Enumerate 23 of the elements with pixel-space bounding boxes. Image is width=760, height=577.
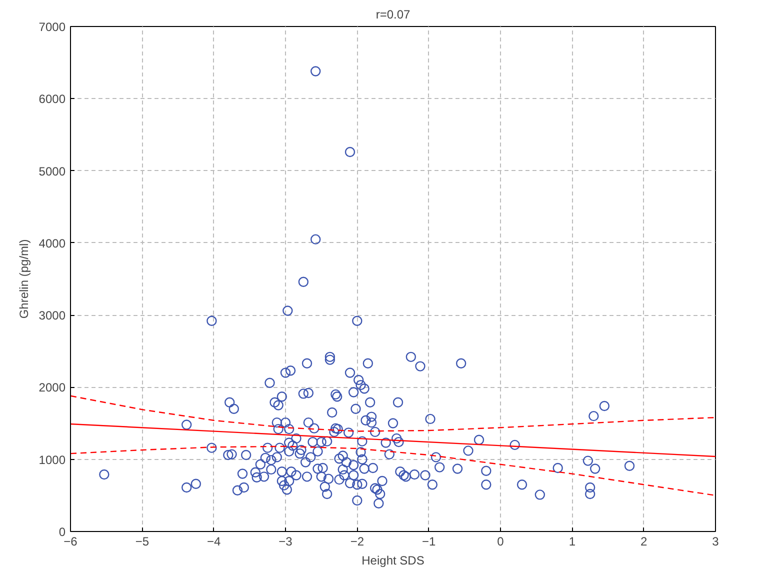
x-tick-label: −6	[64, 534, 78, 548]
x-tick-label: 3	[712, 534, 720, 548]
chart-title: r=0.07	[376, 8, 411, 22]
y-tick-label: 4000	[38, 236, 66, 250]
x-axis-title: Height SDS	[362, 554, 424, 568]
y-tick-label: 6000	[38, 92, 66, 106]
y-tick-label: 1000	[38, 452, 66, 467]
line-series	[70, 446, 716, 496]
x-tick-label: −4	[206, 534, 221, 548]
x-tick-label: −3	[278, 534, 293, 548]
y-tick-label: 2000	[38, 380, 66, 395]
y-tick-label: 5000	[38, 164, 66, 178]
y-tick-label: 0	[58, 525, 66, 539]
line-series	[70, 395, 716, 432]
x-tick-label: −2	[350, 534, 364, 548]
x-tick-label: 0	[497, 534, 504, 548]
y-axis-title: Ghrelin (pg/ml)	[16, 239, 31, 319]
x-tick-label: 2	[640, 534, 648, 548]
y-tick-label: 3000	[38, 308, 66, 323]
x-tick-label: 1	[568, 534, 576, 548]
x-tick-label: −5	[135, 534, 150, 548]
x-tick-label: −1	[422, 534, 436, 548]
y-tick-label: 7000	[38, 20, 66, 34]
